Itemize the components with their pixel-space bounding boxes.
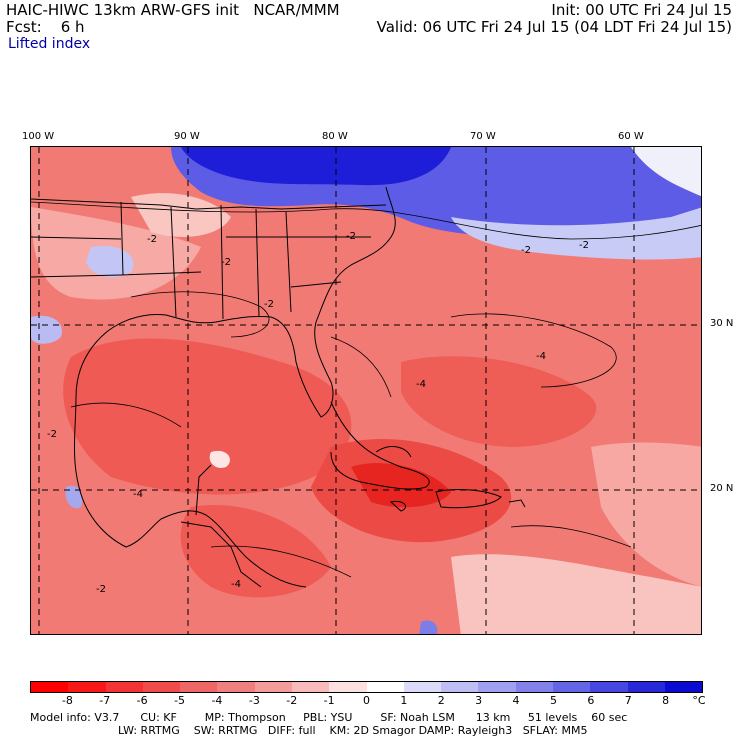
contour-label: -2 (264, 299, 274, 310)
contour-label: -2 (579, 240, 589, 251)
colorbar-tick-label: 0 (363, 694, 370, 707)
colorbar-segment (105, 682, 143, 692)
lat-label-30n: 30 N (710, 318, 734, 329)
contour-label: -4 (536, 351, 546, 362)
contour-label: -4 (133, 489, 143, 500)
colorbar-tick-label: -2 (286, 694, 298, 707)
colorbar-segment (68, 682, 106, 692)
colorbar-segment (627, 682, 665, 692)
colorbar-tick-label: -5 (174, 694, 186, 707)
model-title: HAIC-HIWC 13km ARW-GFS init NCAR/MMM (6, 1, 340, 19)
colorbar-segment (180, 682, 218, 692)
colorbar-tick-label: -4 (211, 694, 223, 707)
colorbar-segment (291, 682, 330, 692)
colorbar-tick-label: -8 (61, 694, 73, 707)
lon-label-80w: 80 W (322, 131, 348, 142)
colorbar-segment (254, 682, 292, 692)
colorbar-tick-label: 6 (587, 694, 595, 707)
contour-label: -4 (231, 579, 241, 590)
colorbar-segment (217, 682, 255, 692)
contour-label: -2 (47, 429, 57, 440)
colorbar-segment (366, 682, 404, 692)
colorbar-segment (441, 682, 479, 692)
colorbar (30, 681, 703, 693)
valid-time: Valid: 06 UTC Fri 24 Jul 15 (04 LDT Fri … (376, 18, 732, 36)
colorbar-tick-label: -7 (99, 694, 111, 707)
model-info-line2: LW: RRTMG SW: RRTMG DIFF: full KM: 2D Sm… (118, 724, 588, 737)
contour-label: -2 (96, 584, 106, 595)
colorbar-tick-label: -1 (323, 694, 335, 707)
contour-label: -2 (147, 234, 157, 245)
init-time: Init: 00 UTC Fri 24 Jul 15 (551, 1, 732, 19)
colorbar-segment (515, 682, 553, 692)
colorbar-tick-label: 7 (624, 694, 632, 707)
lon-label-90w: 90 W (174, 131, 200, 142)
contour-label: -2 (221, 257, 231, 268)
contour-label: -2 (521, 245, 531, 256)
colorbar-segment (552, 682, 591, 692)
colorbar-segment (403, 682, 442, 692)
colorbar-tick-label: 8 (662, 694, 670, 707)
colorbar-tick-label: 5 (549, 694, 557, 707)
colorbar-tick-label: 1 (400, 694, 408, 707)
lon-label-100w: 100 W (22, 131, 55, 142)
colorbar-unit: °C (692, 694, 706, 707)
colorbar-tick-label: 3 (475, 694, 483, 707)
colorbar-tick-label: 2 (437, 694, 445, 707)
colorbar-segment (31, 682, 69, 692)
colorbar-segment (478, 682, 516, 692)
colorbar-tick-label: -3 (248, 694, 260, 707)
field-name: Lifted index (8, 36, 91, 52)
colorbar-tick-label: 4 (512, 694, 520, 707)
lat-label-20n: 20 N (710, 483, 734, 494)
colorbar-segment (329, 682, 367, 692)
colorbar-tick-label: -6 (136, 694, 148, 707)
forecast-hour: Fcst: 6 h (6, 18, 85, 36)
lon-label-70w: 70 W (470, 131, 496, 142)
colorbar-segment (142, 682, 181, 692)
colorbar-segment (664, 682, 703, 692)
lon-label-60w: 60 W (618, 131, 644, 142)
colorbar-segment (590, 682, 628, 692)
contour-label: -2 (346, 231, 356, 242)
model-info-line1: Model info: V3.7 CU: KF MP: Thompson PBL… (30, 711, 628, 724)
contour-label: -4 (416, 379, 426, 390)
lifted-index-map: -2 -2 -2 -2 -2 -2 -2 -4 -4 -4 -4 -2 (30, 146, 702, 635)
